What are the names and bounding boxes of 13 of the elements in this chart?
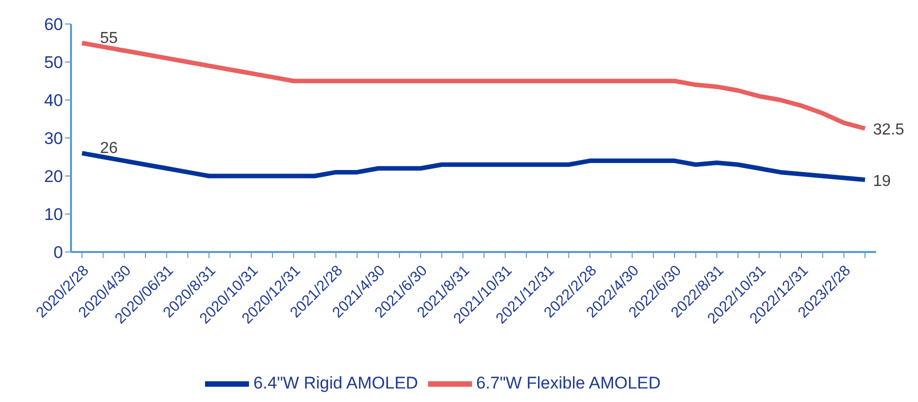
y-tick-label: 40 xyxy=(44,91,63,110)
data-label: 55 xyxy=(100,30,118,47)
y-tick-label: 0 xyxy=(54,243,63,262)
data-label: 26 xyxy=(100,140,118,158)
y-tick-label: 50 xyxy=(44,53,63,72)
data-label: 19 xyxy=(873,172,891,190)
legend-label: 6.7"W Flexible AMOLED xyxy=(476,373,661,392)
y-tick-label: 60 xyxy=(44,15,63,34)
data-label: 32.5 xyxy=(873,122,904,138)
y-tick-label: 20 xyxy=(44,167,63,186)
legend-label: 6.4"W Rigid AMOLED xyxy=(253,373,418,392)
y-tick-label: 10 xyxy=(44,205,63,224)
y-tick-label: 30 xyxy=(44,129,63,148)
